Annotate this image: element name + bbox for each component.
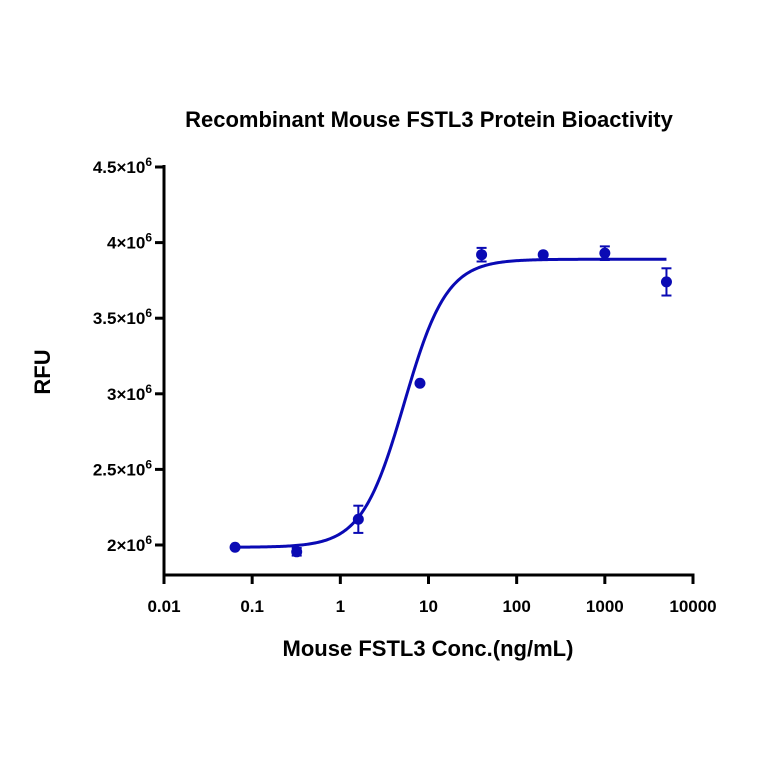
data-point [229, 541, 241, 553]
data-point [352, 513, 364, 525]
x-tick-label: 10000 [669, 597, 716, 616]
x-tick-label: 0.1 [240, 597, 264, 616]
x-tick-label: 1 [336, 597, 345, 616]
chart-title: Recombinant Mouse FSTL3 Protein Bioactiv… [185, 107, 674, 132]
data-point [414, 377, 426, 389]
data-point [599, 247, 611, 259]
x-axis-label: Mouse FSTL3 Conc.(ng/mL) [283, 636, 574, 661]
y-tick-label: 4.5×106 [93, 155, 152, 177]
y-tick-label: 2×106 [107, 533, 152, 555]
data-point [476, 249, 488, 261]
y-axis-label: RFU [30, 349, 55, 394]
y-tick-label: 3.5×106 [93, 306, 152, 328]
y-tick-label: 3×106 [107, 382, 152, 404]
x-tick-label: 100 [502, 597, 530, 616]
x-tick-label: 1000 [586, 597, 624, 616]
x-tick-label: 0.01 [147, 597, 180, 616]
data-point [660, 276, 672, 288]
x-tick-label: 10 [419, 597, 438, 616]
y-tick-label: 2.5×106 [93, 457, 152, 479]
data-point [537, 249, 549, 261]
fit-curve [235, 257, 667, 549]
y-tick-label: 4×106 [107, 231, 152, 253]
data-point [291, 546, 303, 558]
